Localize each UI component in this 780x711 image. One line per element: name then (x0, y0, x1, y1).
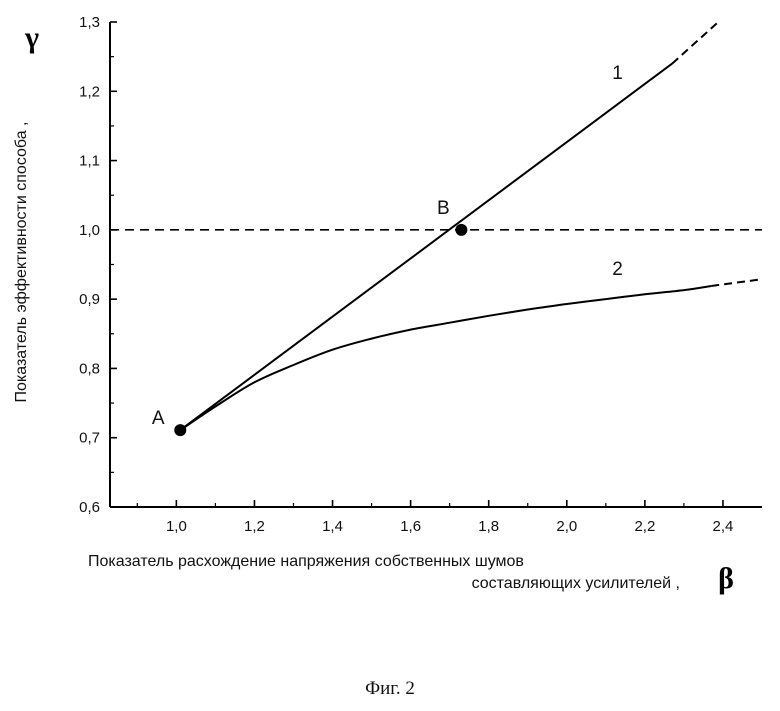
y-tick-label: 1,2 (79, 83, 100, 100)
series-label: 1 (612, 63, 623, 84)
marker-a (174, 424, 186, 436)
x-tick-label: 2,0 (556, 518, 577, 535)
series-label: 2 (612, 259, 623, 280)
x-tick-label: 1,0 (166, 518, 187, 535)
y-axis-title-group: Показатель эффективности способа , γ (13, 21, 39, 403)
x-tick-label: 1,4 (322, 518, 343, 535)
y-tick-label: 1,0 (79, 222, 100, 239)
x-tick-label: 1,8 (478, 518, 499, 535)
y-axis-symbol: γ (24, 21, 39, 54)
x-axis-title-line2: составляющих усилителей , (472, 575, 680, 592)
y-tick-label: 1,3 (79, 14, 100, 31)
y-tick-label: 0,9 (79, 291, 100, 308)
plot-area: 0,6 0,7 0,8 0,9 1,0 1,1 1,2 1,3 1,0 1,2 1,4 1,6 1,8 2… (79, 14, 762, 535)
y-tick-label: 0,8 (79, 360, 100, 377)
x-tick-label: 2,2 (634, 518, 655, 535)
x-tick-label: 1,6 (400, 518, 421, 535)
series-2-line (180, 286, 711, 430)
series-1-extension (672, 21, 719, 63)
figure-caption: Фиг. 2 (0, 678, 780, 700)
x-tick-label: 2,4 (713, 518, 734, 535)
y-tick-label: 0,6 (79, 499, 100, 516)
x-tick-label: 1,2 (244, 518, 265, 535)
marker-label: B (437, 198, 450, 219)
x-axis-title-group: Показатель расхождение напряжения собств… (88, 553, 734, 595)
y-tick-label: 0,7 (79, 430, 100, 447)
series-1-line (180, 64, 672, 431)
marker-label: A (152, 408, 165, 429)
x-axis-title-line1: Показатель расхождение напряжения собств… (88, 553, 524, 570)
y-axis-title: Показатель эффективности способа , (13, 122, 30, 403)
y-tick-label: 1,1 (79, 153, 100, 170)
series-2-extension (711, 280, 758, 286)
marker-b (455, 224, 467, 236)
chart: 0,6 0,7 0,8 0,9 1,0 1,1 1,2 1,3 1,0 1,2 1,4 1,6 1,8 2… (0, 0, 780, 711)
x-axis-symbol: β (718, 562, 734, 595)
